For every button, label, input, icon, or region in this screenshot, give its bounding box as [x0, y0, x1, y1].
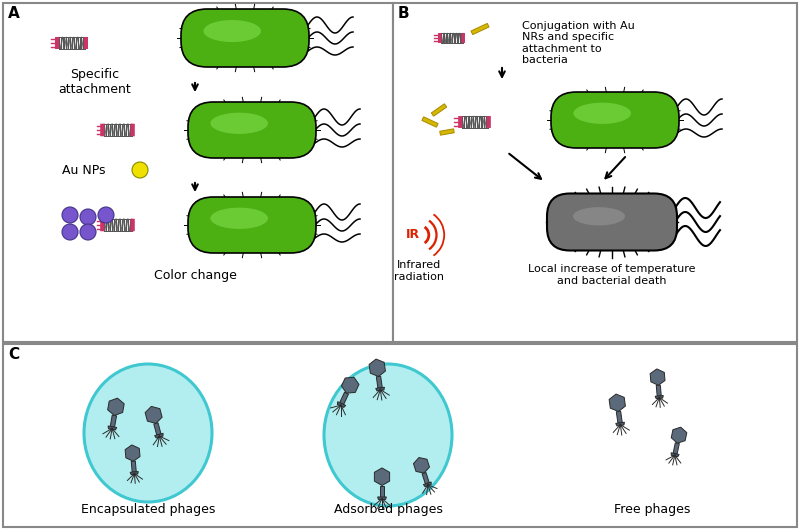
Text: Color change: Color change	[154, 269, 237, 281]
FancyBboxPatch shape	[393, 3, 797, 342]
Ellipse shape	[203, 20, 261, 42]
Polygon shape	[671, 427, 687, 443]
Circle shape	[62, 224, 78, 240]
Polygon shape	[414, 457, 430, 473]
Text: Free phages: Free phages	[614, 504, 690, 517]
Circle shape	[62, 207, 78, 223]
Ellipse shape	[574, 103, 631, 124]
Polygon shape	[673, 443, 679, 454]
FancyBboxPatch shape	[130, 219, 134, 231]
Text: Specific
attachment: Specific attachment	[58, 68, 131, 96]
FancyBboxPatch shape	[441, 33, 463, 43]
Polygon shape	[440, 129, 454, 135]
Text: Conjugation with Au
NRs and specific
attachment to
bacteria: Conjugation with Au NRs and specific att…	[522, 21, 634, 65]
FancyBboxPatch shape	[462, 33, 465, 43]
Polygon shape	[376, 376, 382, 388]
Polygon shape	[616, 411, 622, 423]
Polygon shape	[342, 377, 359, 393]
FancyBboxPatch shape	[100, 123, 105, 136]
Polygon shape	[609, 394, 626, 411]
Polygon shape	[376, 387, 385, 391]
Polygon shape	[145, 407, 162, 423]
FancyBboxPatch shape	[188, 197, 316, 253]
Circle shape	[132, 162, 148, 178]
FancyBboxPatch shape	[104, 123, 132, 136]
Text: B: B	[398, 6, 410, 21]
Ellipse shape	[324, 364, 452, 506]
Circle shape	[80, 224, 96, 240]
Ellipse shape	[84, 364, 212, 502]
Polygon shape	[650, 369, 665, 385]
Text: Adsorbed phages: Adsorbed phages	[334, 504, 442, 517]
FancyBboxPatch shape	[486, 116, 491, 128]
Polygon shape	[471, 23, 489, 34]
FancyBboxPatch shape	[100, 219, 105, 231]
Polygon shape	[423, 482, 431, 487]
FancyBboxPatch shape	[462, 116, 488, 128]
Ellipse shape	[573, 207, 625, 225]
Polygon shape	[422, 117, 438, 127]
Polygon shape	[374, 468, 390, 485]
Text: A: A	[8, 6, 20, 21]
Circle shape	[98, 207, 114, 223]
Text: Encapsulated phages: Encapsulated phages	[81, 502, 215, 516]
Polygon shape	[154, 423, 161, 435]
Polygon shape	[616, 422, 625, 426]
Polygon shape	[431, 104, 446, 116]
Polygon shape	[154, 434, 163, 438]
Text: Infrared
radiation: Infrared radiation	[394, 260, 444, 281]
Polygon shape	[338, 402, 346, 408]
Polygon shape	[671, 453, 679, 457]
Ellipse shape	[210, 113, 268, 134]
FancyBboxPatch shape	[438, 33, 442, 43]
Polygon shape	[130, 472, 138, 475]
FancyBboxPatch shape	[551, 92, 679, 148]
FancyBboxPatch shape	[547, 193, 677, 251]
Text: Local increase of temperature
and bacterial death: Local increase of temperature and bacter…	[528, 264, 696, 286]
FancyBboxPatch shape	[181, 9, 309, 67]
Polygon shape	[422, 472, 430, 484]
Polygon shape	[108, 398, 124, 416]
Polygon shape	[340, 392, 349, 404]
FancyBboxPatch shape	[104, 219, 132, 231]
FancyBboxPatch shape	[55, 37, 59, 49]
FancyBboxPatch shape	[58, 37, 86, 49]
FancyBboxPatch shape	[3, 3, 393, 342]
Text: C: C	[8, 347, 19, 362]
FancyBboxPatch shape	[130, 123, 134, 136]
Polygon shape	[655, 395, 663, 399]
Polygon shape	[369, 359, 386, 376]
Text: IR: IR	[406, 228, 420, 242]
Polygon shape	[125, 445, 140, 461]
Polygon shape	[656, 385, 662, 396]
Polygon shape	[378, 497, 386, 500]
Polygon shape	[380, 485, 384, 497]
FancyBboxPatch shape	[3, 344, 797, 527]
Circle shape	[80, 209, 96, 225]
Polygon shape	[108, 426, 117, 430]
FancyBboxPatch shape	[84, 37, 88, 49]
FancyBboxPatch shape	[188, 102, 316, 158]
Text: Au NPs: Au NPs	[62, 163, 106, 176]
Polygon shape	[131, 461, 136, 472]
FancyBboxPatch shape	[458, 116, 462, 128]
Ellipse shape	[210, 208, 268, 229]
Polygon shape	[110, 415, 117, 427]
